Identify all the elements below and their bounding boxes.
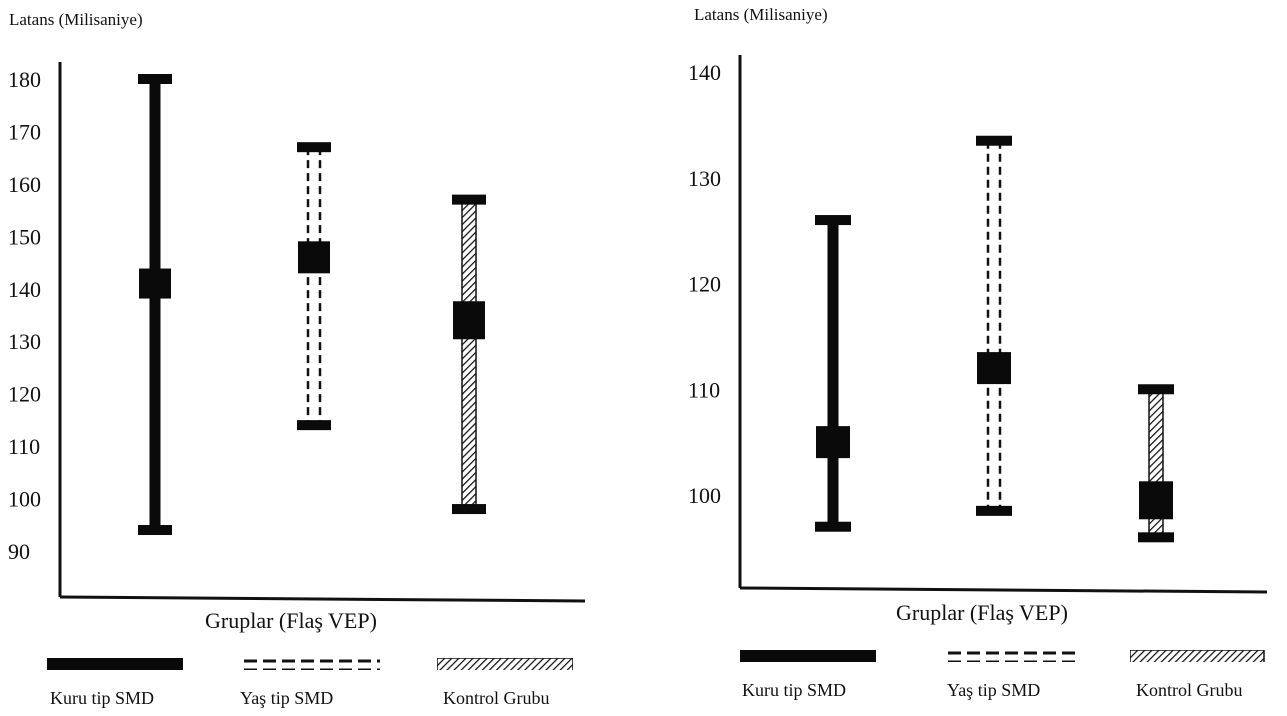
y-tick-label: 120 <box>688 272 721 297</box>
mean-marker <box>977 352 1011 385</box>
error-bar-cap-high <box>1138 384 1174 395</box>
y-tick-label: 150 <box>8 224 41 249</box>
y-axis-label: Latans (Milisaniye) <box>694 5 828 24</box>
x-axis-label: Gruplar (Flaş VEP) <box>205 608 377 633</box>
mean-marker <box>139 268 171 299</box>
error-bar-cap-high <box>452 194 486 205</box>
plot-area-left: 180 170 160 150 140 130 120 110 100 90 <box>8 62 586 603</box>
error-bar-line <box>461 198 477 510</box>
y-tick-label: 170 <box>8 119 41 144</box>
y-tick-label: 180 <box>8 67 41 92</box>
mean-marker <box>816 426 850 459</box>
error-bar-cap-low <box>297 420 331 431</box>
mean-marker <box>1139 481 1173 520</box>
y-tick-label: 160 <box>8 172 41 197</box>
legend-label: Yaş tip SMD <box>947 680 1041 700</box>
legend-swatch-hatched <box>1130 650 1265 662</box>
y-tick-label: 140 <box>688 60 721 85</box>
error-bar-cap-high <box>138 74 172 84</box>
x-axis-label: Gruplar (Flaş VEP) <box>896 600 1068 625</box>
mean-marker <box>453 301 485 340</box>
x-axis-line <box>739 586 1268 594</box>
error-bar-cap-low <box>1138 532 1174 543</box>
x-axis-line <box>59 595 586 603</box>
legend-swatch-dashed <box>948 651 1076 662</box>
y-tick-label: 140 <box>8 277 41 302</box>
chart-panel-left: Latans (Milisaniye) 180 170 160 150 140 130 12… <box>0 0 640 716</box>
legend-label: Kontrol Grubu <box>1136 680 1243 700</box>
plot-area-right: 140 130 120 110 100 <box>688 55 1268 594</box>
error-bar-cap-high <box>297 142 331 153</box>
y-tick-label: 110 <box>688 377 720 402</box>
legend-swatch-solid <box>740 650 876 662</box>
legend-swatch-hatched <box>437 658 573 670</box>
y-tick-label: 130 <box>8 329 41 354</box>
error-bar-cap-high <box>815 215 851 226</box>
error-bar-cap-low <box>452 504 486 515</box>
legend-label: Kontrol Grubu <box>443 688 550 708</box>
error-bar-cap-low <box>138 525 172 536</box>
legend-swatch-dashed <box>244 659 380 670</box>
mean-marker <box>298 241 330 274</box>
y-tick-label: 100 <box>688 483 721 508</box>
y-tick-label: 110 <box>8 434 40 459</box>
legend-label: Kuru tip SMD <box>742 680 847 700</box>
y-tick-label: 100 <box>8 487 41 512</box>
legend-label: Yaş tip SMD <box>240 688 334 708</box>
y-tick-label: 90 <box>8 539 30 564</box>
y-axis-label: Latans (Milisaniye) <box>9 10 143 29</box>
error-bar-cap-low <box>815 521 851 532</box>
legend-swatch-solid <box>47 658 183 670</box>
legend-label: Kuru tip SMD <box>50 688 155 708</box>
y-tick-label: 130 <box>688 166 721 191</box>
error-bar-cap-low <box>976 505 1012 516</box>
y-tick-label: 120 <box>8 382 41 407</box>
error-bar-cap-high <box>976 135 1012 146</box>
chart-panel-right: Latans (Milisaniye) 140 130 120 110 100 Grup… <box>640 0 1287 716</box>
